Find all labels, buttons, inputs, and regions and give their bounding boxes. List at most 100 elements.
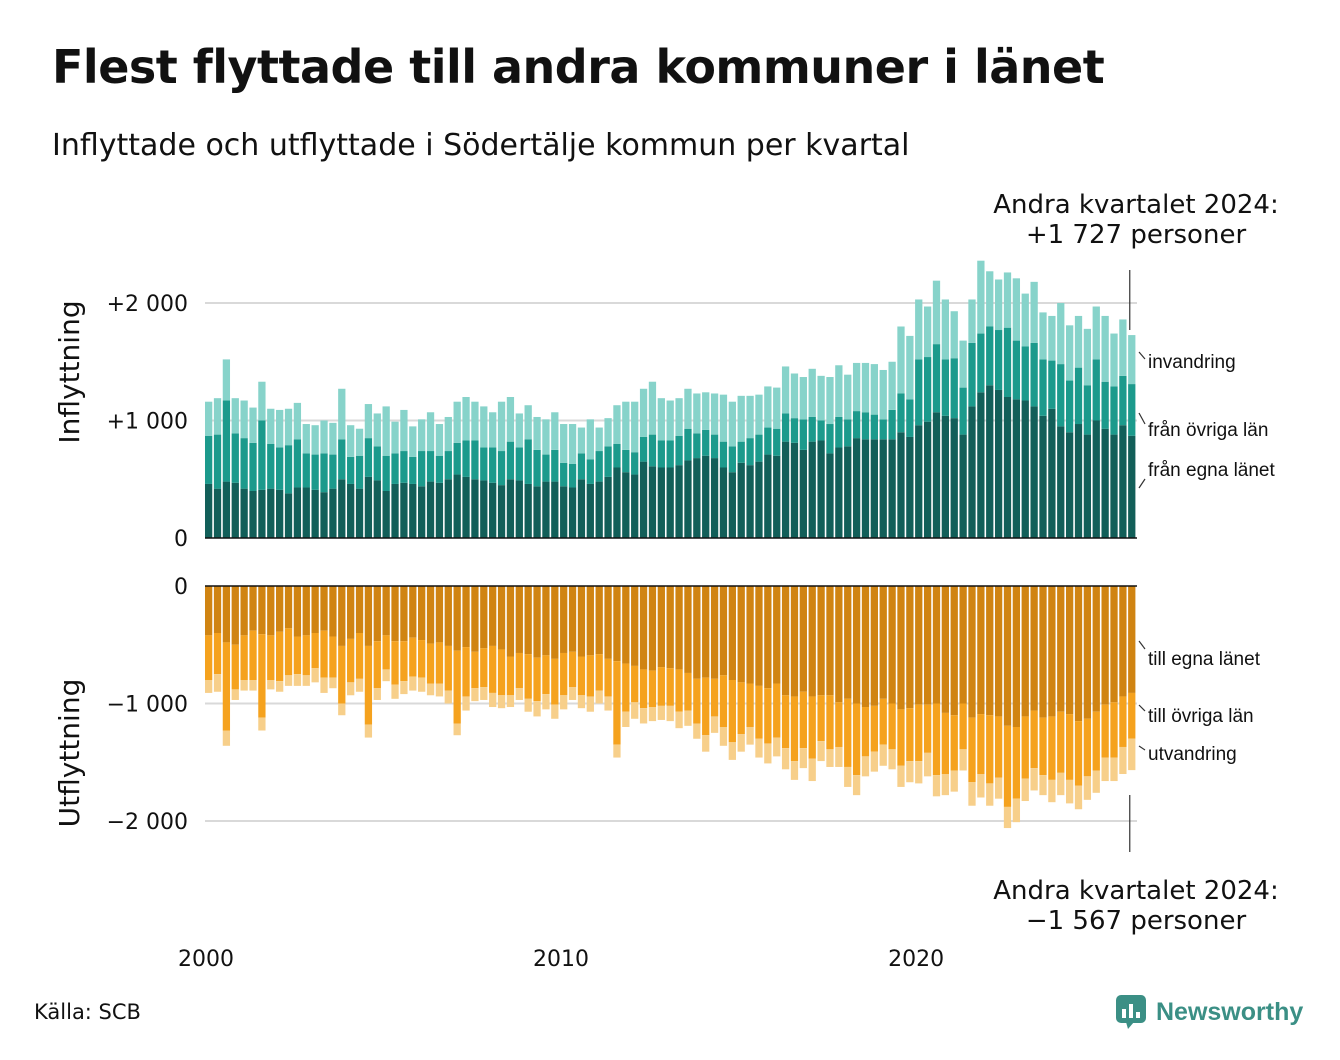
bar-inflyttning	[391, 483, 399, 538]
bar-utflyttning	[382, 635, 390, 670]
bar-utflyttning	[551, 704, 559, 719]
bar-utflyttning	[444, 690, 452, 704]
bar-utflyttning	[879, 744, 887, 766]
bar-utflyttning	[533, 586, 541, 658]
bar-utflyttning	[213, 633, 222, 675]
bar-utflyttning	[1128, 738, 1136, 771]
bar-inflyttning	[613, 405, 621, 444]
bar-inflyttning	[231, 398, 239, 434]
bar-inflyttning	[329, 488, 337, 538]
bar-utflyttning	[373, 688, 381, 700]
bar-inflyttning	[462, 440, 470, 477]
chart-subtitle: Inflyttade och utflyttade i Södertälje k…	[52, 128, 910, 163]
bar-inflyttning	[267, 408, 275, 444]
bar-inflyttning	[835, 365, 843, 417]
bar-inflyttning	[1048, 315, 1056, 361]
bar-utflyttning	[249, 630, 257, 680]
bar-inflyttning	[613, 444, 621, 468]
bar-inflyttning	[657, 440, 665, 468]
bar-utflyttning	[1030, 768, 1038, 791]
bar-inflyttning	[205, 435, 213, 484]
bar-utflyttning	[613, 661, 621, 745]
bar-utflyttning	[799, 691, 807, 749]
bar-utflyttning	[604, 658, 612, 697]
bar-inflyttning	[1030, 342, 1038, 407]
y-tick-label: +1 000	[107, 410, 188, 435]
bar-utflyttning	[1012, 586, 1021, 727]
bar-inflyttning	[1012, 278, 1021, 341]
bar-utflyttning	[1083, 776, 1092, 800]
bar-inflyttning	[1030, 406, 1038, 538]
bar-inflyttning	[639, 461, 648, 539]
bar-utflyttning	[258, 634, 266, 718]
bar-utflyttning	[737, 586, 745, 683]
bar-inflyttning	[941, 415, 949, 538]
bar-utflyttning	[568, 687, 577, 700]
bar-inflyttning	[826, 424, 834, 454]
bar-utflyttning	[577, 695, 586, 709]
bar-utflyttning	[284, 675, 293, 686]
bar-inflyttning	[648, 466, 657, 538]
bar-utflyttning	[1092, 586, 1100, 712]
annotation-text: +1 727 personer	[1026, 220, 1247, 250]
bar-inflyttning	[577, 479, 586, 538]
bar-inflyttning	[382, 491, 390, 538]
bar-inflyttning	[1065, 325, 1074, 381]
bar-inflyttning	[968, 406, 976, 538]
bar-utflyttning	[1065, 779, 1074, 804]
source-note: Källa: SCB	[34, 1000, 141, 1024]
bar-utflyttning	[773, 586, 781, 684]
bar-utflyttning	[284, 586, 293, 629]
bar-utflyttning	[489, 586, 497, 646]
bar-utflyttning	[302, 586, 310, 636]
bar-inflyttning	[276, 409, 284, 448]
bar-inflyttning	[347, 425, 355, 457]
bar-inflyttning	[497, 401, 506, 452]
bar-utflyttning	[950, 586, 958, 716]
bar-utflyttning	[267, 635, 275, 680]
bar-utflyttning	[515, 586, 523, 653]
bar-inflyttning	[595, 481, 603, 538]
bar-utflyttning	[879, 586, 887, 699]
bar-utflyttning	[231, 644, 239, 690]
bar-utflyttning	[515, 688, 523, 700]
bar-utflyttning	[355, 586, 364, 633]
bar-inflyttning	[320, 492, 328, 538]
bar-inflyttning	[675, 465, 683, 538]
bar-utflyttning	[551, 586, 559, 659]
bar-inflyttning	[524, 483, 532, 538]
bar-utflyttning	[1048, 586, 1056, 717]
bar-utflyttning	[835, 702, 843, 747]
bar-utflyttning	[533, 701, 541, 717]
bar-utflyttning	[1057, 772, 1065, 796]
bar-utflyttning	[1048, 779, 1056, 803]
bar-utflyttning	[222, 586, 231, 643]
bar-inflyttning	[1083, 434, 1092, 538]
bar-utflyttning	[906, 761, 914, 783]
bar-utflyttning	[586, 655, 594, 697]
bar-utflyttning	[222, 730, 231, 746]
bar-utflyttning	[835, 746, 843, 767]
y-tick-label: −2 000	[107, 810, 188, 835]
bar-utflyttning	[790, 586, 799, 697]
bar-inflyttning	[524, 439, 532, 484]
bar-inflyttning	[790, 442, 799, 538]
bar-utflyttning	[631, 702, 639, 719]
bar-inflyttning	[258, 381, 266, 421]
series-label: till egna länet	[1148, 649, 1261, 670]
bar-inflyttning	[915, 359, 923, 426]
bar-inflyttning	[879, 369, 887, 420]
brand-logo[interactable]: Newsworthy	[1116, 994, 1303, 1030]
bar-inflyttning	[959, 434, 967, 538]
bar-utflyttning	[347, 682, 355, 696]
bar-inflyttning	[755, 394, 763, 435]
bar-inflyttning	[844, 419, 852, 447]
bar-inflyttning	[595, 451, 603, 482]
bar-inflyttning	[923, 421, 932, 538]
bar-utflyttning	[213, 674, 222, 692]
bar-utflyttning	[1003, 725, 1012, 807]
bar-inflyttning	[879, 439, 887, 538]
bar-inflyttning	[994, 330, 1003, 390]
bar-utflyttning	[1039, 775, 1047, 796]
bar-inflyttning	[426, 412, 435, 452]
